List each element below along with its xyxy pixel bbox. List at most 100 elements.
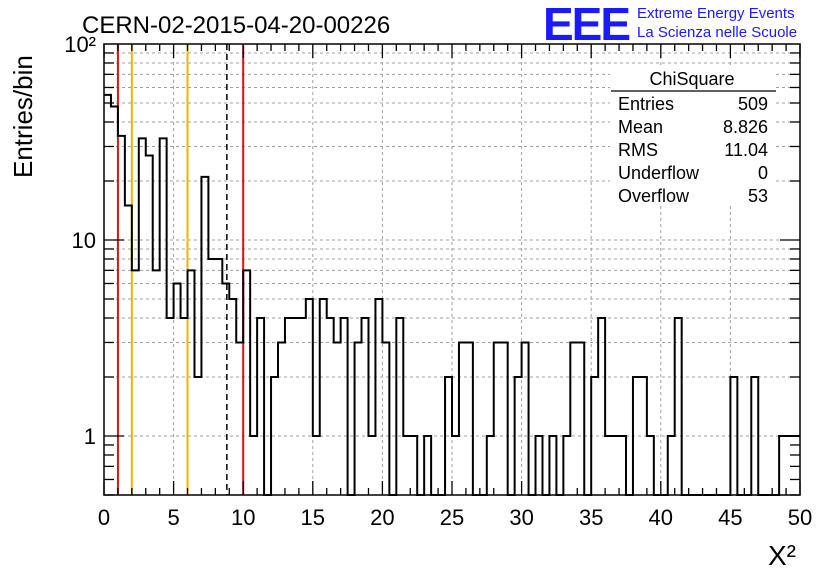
histogram-bin bbox=[375, 299, 382, 495]
stats-label-mean: Mean bbox=[618, 117, 663, 137]
histogram-bin bbox=[250, 436, 257, 495]
histogram-bin bbox=[605, 436, 612, 495]
histogram-bin bbox=[410, 436, 417, 495]
y-tick-label: 10² bbox=[64, 32, 96, 57]
x-tick-label: 45 bbox=[718, 505, 742, 530]
histogram-bin bbox=[243, 270, 250, 495]
run-title: CERN-02-2015-04-20-00226 bbox=[82, 12, 390, 39]
x-tick-label: 30 bbox=[509, 505, 533, 530]
histogram-bin bbox=[167, 318, 174, 495]
histogram-bin bbox=[515, 377, 522, 495]
histogram-bin bbox=[591, 377, 598, 495]
histogram-bin bbox=[222, 283, 229, 495]
histogram-bin bbox=[229, 299, 236, 495]
histogram-bin bbox=[619, 436, 626, 495]
y-axis-label: Entries/bin bbox=[8, 55, 38, 178]
histogram-bin bbox=[675, 318, 682, 495]
histogram-bin bbox=[598, 318, 605, 495]
histogram-bin bbox=[633, 377, 640, 495]
histogram-bin bbox=[368, 436, 375, 495]
stats-label-underflow: Underflow bbox=[618, 163, 700, 183]
histogram-bin bbox=[215, 259, 222, 495]
histogram-bin bbox=[146, 155, 153, 495]
histogram-bars bbox=[104, 93, 800, 496]
histogram-bin bbox=[452, 436, 459, 495]
y-tick-label: 10 bbox=[72, 228, 96, 253]
x-tick-label: 40 bbox=[649, 505, 673, 530]
x-tick-label: 0 bbox=[98, 505, 110, 530]
x-tick-label: 20 bbox=[370, 505, 394, 530]
x-tick-label: 10 bbox=[231, 505, 255, 530]
histogram-bin bbox=[487, 436, 494, 495]
histogram-bin bbox=[208, 259, 215, 495]
histogram-bin bbox=[362, 318, 369, 495]
histogram-bin bbox=[188, 270, 195, 495]
x-tick-label: 50 bbox=[788, 505, 812, 530]
x-tick-label: 5 bbox=[167, 505, 179, 530]
histogram-bin bbox=[306, 299, 313, 495]
histogram-bin bbox=[751, 377, 758, 495]
x-tick-label: 25 bbox=[440, 505, 464, 530]
histogram-bin bbox=[194, 377, 201, 495]
histogram-bin bbox=[563, 436, 570, 495]
stats-value-rms: 11.04 bbox=[724, 140, 768, 160]
histogram-bin bbox=[570, 342, 577, 495]
stats-label-overflow: Overflow bbox=[618, 186, 690, 206]
logo-line-2: La Scienza nelle Scuole bbox=[637, 24, 797, 41]
stats-title: ChiSquare bbox=[649, 69, 734, 89]
x-tick-label: 15 bbox=[301, 505, 325, 530]
histogram-bin bbox=[501, 342, 508, 495]
histogram-bin bbox=[522, 342, 529, 495]
eee-logo: EEE Extreme Energy Events La Scienza nel… bbox=[543, 0, 797, 50]
histogram-bin bbox=[160, 138, 167, 495]
histogram-bin bbox=[647, 436, 654, 495]
histogram-bin bbox=[139, 138, 146, 495]
stats-value-underflow: 0 bbox=[758, 163, 768, 183]
histogram-bin bbox=[153, 270, 160, 495]
histogram-bin bbox=[612, 436, 619, 495]
y-tick-labels: 1 10 10² bbox=[64, 32, 96, 449]
histogram-bin bbox=[341, 318, 348, 495]
histogram-bin bbox=[292, 318, 299, 495]
histogram-bin bbox=[320, 299, 327, 495]
histogram-bin bbox=[494, 342, 501, 495]
stats-value-overflow: 53 bbox=[748, 186, 768, 206]
x-tick-label: 35 bbox=[579, 505, 603, 530]
histogram-bin bbox=[271, 377, 278, 495]
histogram-bin bbox=[459, 342, 466, 495]
histogram-bin bbox=[334, 342, 341, 495]
histogram-bin bbox=[285, 318, 292, 495]
histogram-bin bbox=[174, 283, 181, 495]
histogram-bin bbox=[730, 377, 737, 495]
histogram-bin bbox=[104, 95, 111, 495]
histogram-bin bbox=[181, 318, 188, 495]
histogram-bin bbox=[236, 342, 243, 495]
x-tick-labels: 0 5 10 15 20 25 30 35 40 45 50 bbox=[98, 505, 812, 530]
histogram-bin bbox=[257, 318, 264, 495]
histogram-bin bbox=[278, 342, 285, 495]
histogram-bin bbox=[111, 106, 118, 495]
y-tick-label: 1 bbox=[84, 424, 96, 449]
histogram-bin bbox=[201, 177, 208, 495]
axis-ticks bbox=[103, 44, 801, 496]
stats-value-mean: 8.826 bbox=[723, 117, 768, 137]
histogram-bin bbox=[125, 205, 132, 495]
histogram-bin bbox=[779, 436, 786, 495]
histogram-bin bbox=[536, 436, 543, 495]
histogram-bin bbox=[445, 377, 452, 495]
x-axis-label: X² bbox=[768, 540, 796, 571]
histogram-bin bbox=[640, 377, 647, 495]
histogram-bin bbox=[577, 342, 584, 495]
logo-mark: EEE bbox=[543, 0, 629, 50]
histogram-step-line bbox=[104, 93, 800, 496]
histogram-bin bbox=[327, 318, 334, 495]
histogram-bin bbox=[466, 342, 473, 495]
histogram-bin bbox=[403, 436, 410, 495]
logo-line-1: Extreme Energy Events bbox=[637, 5, 795, 22]
histogram-bin bbox=[132, 270, 139, 495]
stats-box: ChiSquare Entries 509 Mean 8.826 RMS 11.… bbox=[610, 66, 776, 206]
histogram-bin bbox=[424, 436, 431, 495]
histogram-bin bbox=[355, 342, 362, 495]
stats-label-entries: Entries bbox=[618, 94, 674, 114]
